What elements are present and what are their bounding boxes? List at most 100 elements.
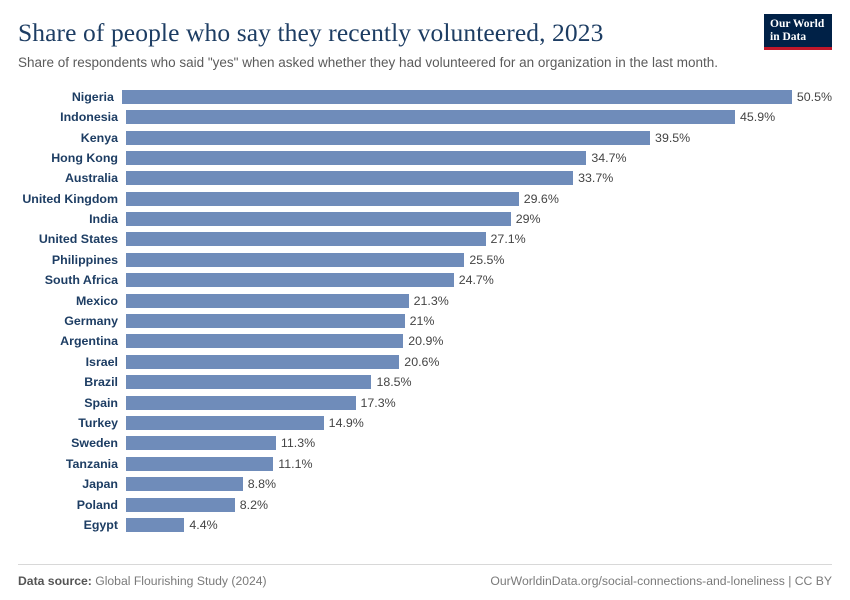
bar-track: 50.5%: [121, 87, 832, 107]
bar-category-label: Sweden: [71, 436, 118, 451]
chart-footer: Data source: Global Flourishing Study (2…: [18, 564, 832, 588]
bar-track: 17.3%: [126, 392, 832, 412]
bar-category-label: Nigeria: [71, 89, 114, 104]
page-title: Share of people who say they recently vo…: [18, 18, 604, 47]
bar-row: Turkey 14.9%: [18, 413, 832, 433]
bar-value-label: 14.9%: [328, 415, 364, 430]
bar-value-label: 27.1%: [490, 232, 526, 247]
bar-row: United States 27.1%: [18, 229, 832, 249]
bar-category-label: Turkey: [78, 415, 118, 430]
bar-row: Japan 8.8%: [18, 474, 832, 494]
bar[interactable]: [126, 517, 185, 532]
bar-track: 24.7%: [126, 270, 832, 290]
logo-line-2: in Data: [770, 31, 807, 43]
bar-track: 29%: [126, 209, 832, 229]
bar-track: 14.9%: [126, 413, 832, 433]
bar-category-label: Mexico: [75, 293, 118, 308]
bar-value-label: 24.7%: [458, 273, 494, 288]
bar-track: 18.5%: [126, 372, 832, 392]
bar-value-label: 29.6%: [523, 191, 559, 206]
bar-category-label: Israel: [85, 354, 118, 369]
bar-category-label: Japan: [82, 477, 118, 492]
data-source-text: Global Flourishing Study (2024): [95, 574, 267, 588]
bar[interactable]: [126, 212, 511, 227]
bar[interactable]: [126, 293, 409, 308]
bar[interactable]: [126, 354, 400, 369]
bar-category-label: Spain: [84, 395, 118, 410]
bar-category-label: Kenya: [80, 130, 118, 145]
bar-category-label: Australia: [64, 171, 118, 186]
bar-track: 33.7%: [126, 168, 832, 188]
bar[interactable]: [126, 130, 651, 145]
data-source: Data source: Global Flourishing Study (2…: [18, 574, 267, 588]
bar-track: 4.4%: [126, 515, 832, 535]
bar[interactable]: [121, 89, 792, 104]
bar-value-label: 21.3%: [413, 293, 449, 308]
bar-track: 25.5%: [126, 250, 832, 270]
bar-category-label: Indonesia: [60, 110, 118, 125]
bar-track: 11.1%: [126, 454, 832, 474]
bar[interactable]: [126, 150, 587, 165]
bar-value-label: 4.4%: [189, 517, 218, 532]
bar-track: 21.3%: [126, 290, 832, 310]
bar-category-label: South Africa: [44, 273, 118, 288]
our-world-in-data-logo[interactable]: Our World in Data: [764, 14, 832, 50]
bar[interactable]: [126, 456, 274, 471]
bar-category-label: Germany: [64, 314, 118, 329]
footer-attribution[interactable]: OurWorldinData.org/social-connections-an…: [490, 574, 832, 588]
bar[interactable]: [126, 334, 404, 349]
bar-value-label: 29%: [515, 212, 541, 227]
bar-category-label: Hong Kong: [51, 150, 118, 165]
bar-row: Australia 33.7%: [18, 168, 832, 188]
bar-value-label: 21%: [409, 314, 435, 329]
bar-row: Germany 21%: [18, 311, 832, 331]
bar-category-label: Egypt: [83, 517, 118, 532]
bar-row: Mexico 21.3%: [18, 290, 832, 310]
bar-value-label: 17.3%: [360, 395, 396, 410]
bar[interactable]: [126, 314, 405, 329]
bar-row: Egypt 4.4%: [18, 515, 832, 535]
bar-category-label: Philippines: [51, 252, 118, 267]
bar[interactable]: [126, 232, 486, 247]
bar[interactable]: [126, 171, 574, 186]
bar-track: 8.8%: [126, 474, 832, 494]
bar-row: United Kingdom 29.6%: [18, 188, 832, 208]
bar[interactable]: [126, 415, 324, 430]
bar-value-label: 8.8%: [247, 477, 276, 492]
bar-track: 11.3%: [126, 433, 832, 453]
bar-category-label: United Kingdom: [22, 191, 118, 206]
bar-row: Philippines 25.5%: [18, 250, 832, 270]
bar-category-label: Poland: [76, 497, 118, 512]
bar[interactable]: [126, 395, 356, 410]
bar-track: 34.7%: [126, 148, 832, 168]
bar-value-label: 8.2%: [239, 497, 269, 512]
bar-category-label: Argentina: [60, 334, 118, 349]
bar-value-label: 39.5%: [655, 130, 691, 145]
data-source-label: Data source:: [18, 574, 92, 588]
bar-row: Poland 8.2%: [18, 494, 832, 514]
bar-track: 21%: [126, 311, 832, 331]
bar-category-label: India: [89, 212, 118, 227]
bar-row: Argentina 20.9%: [18, 331, 832, 351]
bar[interactable]: [126, 110, 735, 125]
bar-category-label: Tanzania: [65, 456, 118, 471]
bar[interactable]: [126, 375, 372, 390]
bar-category-label: Brazil: [84, 375, 118, 390]
bar-row: Nigeria 50.5%: [18, 87, 832, 107]
bar-row: Spain 17.3%: [18, 392, 832, 412]
bar[interactable]: [126, 497, 235, 512]
bar-row: Kenya 39.5%: [18, 127, 832, 147]
bar[interactable]: [126, 191, 519, 206]
bar-value-label: 25.5%: [469, 252, 505, 267]
bar-row: Brazil 18.5%: [18, 372, 832, 392]
bar-value-label: 45.9%: [739, 110, 776, 125]
bar-value-label: 50.5%: [796, 89, 832, 104]
bar[interactable]: [126, 436, 276, 451]
bar-row: South Africa 24.7%: [18, 270, 832, 290]
bar-row: Israel 20.6%: [18, 352, 832, 372]
bar-value-label: 18.5%: [376, 375, 412, 390]
bar[interactable]: [126, 477, 243, 492]
bar[interactable]: [126, 252, 465, 267]
bar-row: India 29%: [18, 209, 832, 229]
bar[interactable]: [126, 273, 454, 288]
